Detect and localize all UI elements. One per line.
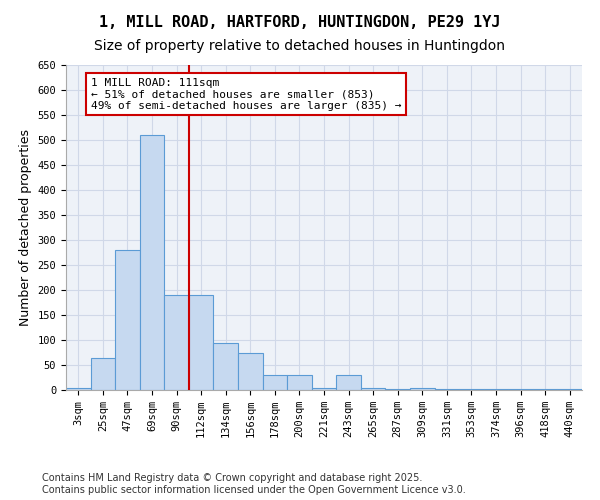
Text: 1 MILL ROAD: 111sqm
← 51% of detached houses are smaller (853)
49% of semi-detac: 1 MILL ROAD: 111sqm ← 51% of detached ho… (91, 78, 401, 110)
Text: 1, MILL ROAD, HARTFORD, HUNTINGDON, PE29 1YJ: 1, MILL ROAD, HARTFORD, HUNTINGDON, PE29… (99, 15, 501, 30)
Bar (508, 389, 533, 390)
Bar (214, 342, 238, 390)
Bar (434, 389, 459, 390)
Bar (459, 389, 484, 390)
Bar (91, 358, 115, 390)
Y-axis label: Number of detached properties: Number of detached properties (19, 129, 32, 326)
Bar (189, 295, 214, 390)
Bar (484, 389, 508, 390)
Bar (238, 352, 263, 390)
Text: Contains HM Land Registry data © Crown copyright and database right 2025.
Contai: Contains HM Land Registry data © Crown c… (42, 474, 466, 495)
Bar (312, 388, 336, 390)
Text: Size of property relative to detached houses in Huntingdon: Size of property relative to detached ho… (95, 39, 505, 53)
Bar (557, 389, 582, 390)
Bar (533, 389, 557, 390)
Bar (410, 388, 434, 390)
Bar (287, 375, 312, 390)
Bar (361, 388, 385, 390)
Bar (140, 135, 164, 390)
Bar (336, 375, 361, 390)
Bar (164, 295, 189, 390)
Bar (385, 389, 410, 390)
Bar (66, 388, 91, 390)
Bar (263, 375, 287, 390)
Bar (115, 250, 140, 390)
